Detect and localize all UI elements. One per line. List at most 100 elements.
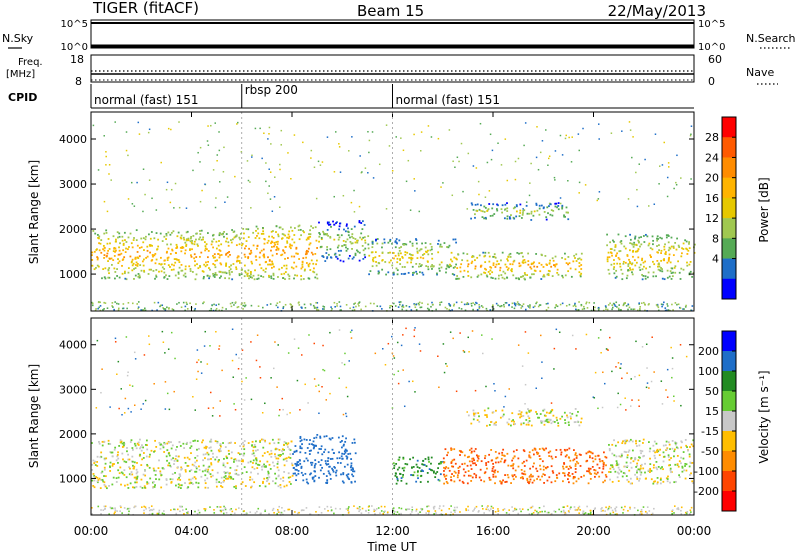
echo-cell <box>465 508 467 510</box>
echo-cell <box>151 509 153 511</box>
echo-cell <box>488 260 491 263</box>
echo-cell <box>515 449 518 451</box>
echo-cell <box>163 235 166 238</box>
echo-cell <box>580 417 583 420</box>
colorbar-swatch <box>722 491 736 512</box>
echo-cell <box>117 360 120 363</box>
echo-cell <box>255 259 258 261</box>
echo-cell <box>238 507 240 509</box>
echo-cell <box>657 268 660 271</box>
echo-cell <box>512 463 515 465</box>
echo-cell <box>164 308 166 310</box>
echo-cell <box>392 271 395 274</box>
echo-cell <box>532 511 535 514</box>
echo-cell <box>621 442 624 445</box>
echo-cell <box>192 234 195 237</box>
echo-cell <box>193 253 196 256</box>
echo-cell <box>464 471 467 474</box>
echo-cell <box>281 253 284 256</box>
echo-cell <box>693 243 696 246</box>
echo-cell <box>91 251 94 254</box>
echo-cell <box>455 390 458 393</box>
echo-cell <box>125 241 128 243</box>
echo-cell <box>128 458 131 461</box>
echo-cell <box>353 308 356 311</box>
echo-cell <box>301 260 304 263</box>
echo-cell <box>162 467 165 470</box>
colorbar-tick-label: 200 <box>698 345 719 358</box>
echo-cell <box>574 257 576 259</box>
echo-cell <box>96 480 99 483</box>
echo-cell <box>484 251 487 254</box>
echo-cell <box>168 307 170 310</box>
echo-cell <box>633 308 636 311</box>
echo-cell <box>550 481 553 484</box>
echo-cell <box>456 474 459 477</box>
echo-cell <box>453 448 456 451</box>
echo-cell <box>165 483 168 486</box>
echo-cell <box>516 251 519 254</box>
echo-cell <box>326 505 329 508</box>
echo-cell <box>482 306 484 309</box>
echo-cell <box>130 181 133 184</box>
echo-cell <box>156 309 158 311</box>
echo-cell <box>395 241 398 244</box>
echo-cell <box>241 481 244 484</box>
echo-cell <box>243 232 245 235</box>
echo-cell <box>295 450 298 453</box>
echo-cell <box>659 478 662 481</box>
echo-cell <box>219 443 222 445</box>
echo-cell <box>184 309 186 312</box>
echo-cell <box>545 129 547 131</box>
echo-cell <box>224 446 227 448</box>
echo-cell <box>330 510 333 512</box>
echo-cell <box>283 448 285 451</box>
echo-cell <box>116 231 119 234</box>
echo-cell <box>484 272 487 274</box>
echo-cell <box>565 304 568 307</box>
echo-cell <box>649 247 652 250</box>
echo-cell <box>262 480 264 483</box>
echo-cell <box>661 164 664 166</box>
echo-cell <box>522 212 524 214</box>
echo-cell <box>557 273 560 276</box>
echo-cell <box>308 453 311 455</box>
echo-cell <box>655 304 658 306</box>
echo-cell <box>244 271 247 274</box>
echo-cell <box>262 226 264 229</box>
echo-cell <box>563 214 565 217</box>
echo-cell <box>148 455 151 458</box>
echo-cell <box>354 480 356 483</box>
echo-cell <box>263 477 266 480</box>
echo-cell <box>256 449 259 451</box>
echo-cell <box>541 420 544 423</box>
echo-cell <box>196 349 199 351</box>
echo-cell <box>570 417 572 420</box>
echo-cell <box>153 383 155 385</box>
echo-cell <box>106 307 109 310</box>
echo-cell <box>502 509 504 511</box>
echo-cell <box>320 459 323 462</box>
echo-cell <box>203 301 205 303</box>
echo-cell <box>302 230 304 232</box>
echo-cell <box>433 507 435 510</box>
echo-cell <box>223 479 225 482</box>
echo-cell <box>183 447 186 449</box>
echo-cell <box>506 421 509 424</box>
echo-cell <box>371 246 374 249</box>
echo-cell <box>627 198 630 200</box>
echo-cell <box>309 233 312 236</box>
echo-cell <box>422 459 424 462</box>
echo-cell <box>257 507 260 510</box>
echo-cell <box>659 448 662 451</box>
colorbar-tick-label: 12 <box>705 212 719 225</box>
echo-cell <box>315 385 317 387</box>
echo-cell <box>114 250 116 253</box>
echo-cell <box>663 245 666 248</box>
echo-cell <box>452 465 455 468</box>
echo-cell <box>585 333 588 336</box>
echo-cell <box>310 472 312 475</box>
echo-cell <box>552 420 555 423</box>
echo-cell <box>101 368 103 370</box>
echo-cell <box>468 449 471 452</box>
